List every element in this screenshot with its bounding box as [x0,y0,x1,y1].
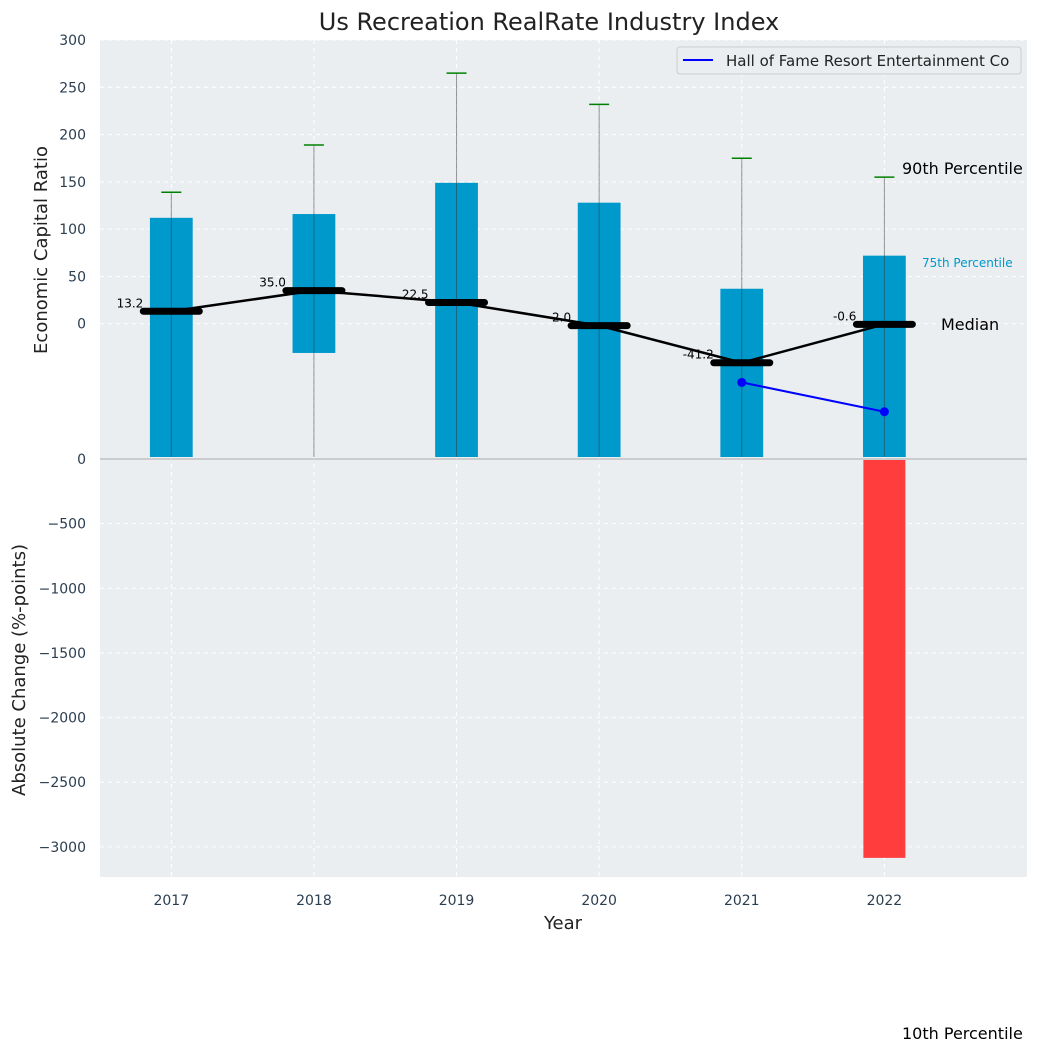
x-tick-label: 2022 [867,893,903,909]
y-tick-label-bottom: −2000 [39,711,86,727]
annotation-p90: 90th Percentile [902,159,1023,178]
legend: Hall of Fame Resort Entertainment Co [676,46,1022,75]
median-label: 22.5 [402,287,429,301]
y-tick-label-top: 300 [59,33,86,49]
y-axis-label-top: Economic Capital Ratio [31,146,52,354]
x-tick-label: 2018 [296,893,332,909]
x-tick-label: 2021 [724,893,760,909]
y-tick-label-bottom: 0 [77,452,86,468]
y-tick-label-bottom: −3000 [39,840,86,856]
chart-title: Us Recreation RealRate Industry Index [319,8,780,36]
company-line [741,381,885,413]
annotation-p75: 75th Percentile [922,256,1013,270]
y-tick-label-top: 0 [77,317,86,333]
x-tick-label: 2019 [439,893,475,909]
y-tick-label-top: 150 [59,175,86,191]
annotation-p10: 10th Percentile [902,1024,1023,1043]
company-point [879,407,889,417]
y-tick-label-bottom: −1500 [39,646,86,662]
legend-label: Hall of Fame Resort Entertainment Co [726,52,1009,70]
median-label: -41.2 [683,348,714,362]
x-tick-label: 2020 [581,893,617,909]
y-axis-label-bottom: Absolute Change (%-points) [9,544,30,796]
median-label: -2.0 [548,311,571,325]
median-label: 35.0 [259,276,286,290]
y-tick-label-bottom: −500 [48,517,86,533]
y-tick-label-top: 200 [59,128,86,144]
median-label: -0.6 [833,309,856,323]
y-tick-label-bottom: −1000 [39,581,86,597]
y-tick-label-top: 50 [68,269,86,285]
annotation-median: Median [941,315,999,334]
x-axis-label: Year [543,913,583,934]
x-tick-label: 2017 [153,893,189,909]
y-tick-label-top: 100 [59,222,86,238]
y-tick-label-top: 250 [59,80,86,96]
y-tick-label-bottom: −2500 [39,775,86,791]
median-label: 13.2 [117,296,144,310]
change-bar [863,460,906,858]
company-point [737,377,747,387]
